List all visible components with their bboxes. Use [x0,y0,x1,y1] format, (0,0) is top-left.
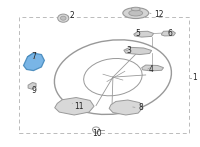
Bar [19,17,189,133]
Text: 4: 4 [149,65,154,74]
Polygon shape [24,53,44,71]
Text: 2: 2 [69,11,74,20]
Ellipse shape [123,8,149,19]
Polygon shape [124,47,152,55]
Polygon shape [134,31,154,37]
Ellipse shape [131,7,140,11]
Text: 5: 5 [136,29,141,38]
Polygon shape [28,82,36,89]
Polygon shape [55,97,94,115]
Text: 12: 12 [155,10,164,19]
Text: 3: 3 [127,46,132,55]
Text: 10: 10 [92,129,102,138]
Ellipse shape [129,10,143,16]
Polygon shape [109,100,143,115]
Text: 1: 1 [192,73,197,82]
Polygon shape [142,65,164,71]
Text: 9: 9 [31,86,36,95]
Text: 8: 8 [139,103,143,112]
Text: 6: 6 [168,29,172,38]
Circle shape [58,14,69,22]
Text: 11: 11 [74,102,84,111]
Polygon shape [162,31,175,36]
Text: 7: 7 [31,52,36,61]
Circle shape [60,16,66,20]
